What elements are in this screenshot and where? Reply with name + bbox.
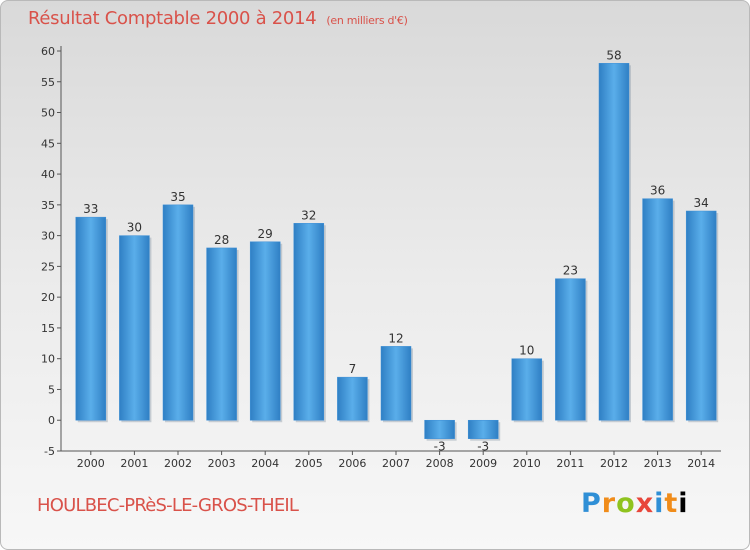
data-label-2009: -3 [477,440,489,454]
y-tick-label: 5 [48,383,55,396]
bar-2007 [380,346,412,421]
bar-2006 [337,376,368,421]
x-tick-label: 2008 [426,457,454,470]
x-tick-label: 2013 [644,457,672,470]
data-label-2006: 7 [349,362,357,376]
x-tick-label: 2009 [469,457,497,470]
y-tick-label: 55 [41,76,55,89]
bar-2003 [206,247,237,421]
y-tick-label: 40 [41,168,55,181]
bar-2013 [642,198,673,421]
data-label-2012: 58 [606,48,621,62]
data-label-2003: 28 [214,233,229,247]
x-tick-label: 2006 [338,457,366,470]
x-tick-label: 2004 [251,457,279,470]
y-tick-label: 10 [41,353,55,366]
data-label-2010: 10 [519,344,534,358]
bar-2005 [293,223,325,421]
y-tick-label: 30 [41,230,55,243]
bar-2002 [162,204,194,421]
x-tick-label: 2003 [208,457,236,470]
data-label-2013: 36 [650,184,665,198]
x-tick-label: 2007 [382,457,410,470]
bar-2009 [467,419,499,439]
data-label-2001: 30 [127,221,142,235]
bar-2011 [555,278,586,421]
bar-2014 [685,210,717,421]
data-label-2008: -3 [434,440,446,454]
y-tick-label: 50 [41,107,55,120]
bar-2000 [75,216,107,421]
x-tick-label: 2005 [295,457,323,470]
y-tick-label: 60 [41,45,55,58]
data-label-2011: 23 [563,264,578,278]
y-tick-label: -5 [44,445,55,458]
bar-2008 [424,419,455,439]
bar-2012 [598,63,630,421]
chart-title: Résultat Comptable 2000 à 2014 (en millie… [28,8,408,29]
x-tick-label: 2014 [687,457,715,470]
data-label-2005: 32 [301,208,316,222]
bar-2001 [119,235,150,421]
y-tick-label: 15 [41,322,55,335]
bar-2010 [511,358,543,421]
y-tick-label: 45 [41,137,55,150]
data-label-2000: 33 [83,202,98,216]
data-label-2004: 29 [258,227,273,241]
data-label-2002: 35 [170,190,185,204]
commune-name: HOULBEC-PRèS-LE-GROS-THEIL [37,495,299,516]
proxiti-logo[interactable]: Proxiti [581,488,689,519]
x-tick-label: 2010 [513,457,541,470]
x-tick-label: 2002 [164,457,192,470]
chart-unit-note: (en milliers d'€) [326,14,408,27]
data-label-2007: 12 [388,331,403,345]
x-tick-label: 2001 [120,457,148,470]
y-tick-label: 20 [41,291,55,304]
data-label-2014: 34 [694,196,709,210]
y-tick-label: 25 [41,260,55,273]
bar-2004 [249,241,281,421]
x-tick-label: 2012 [600,457,628,470]
x-tick-label: 2000 [77,457,105,470]
y-tick-label: 35 [41,199,55,212]
x-tick-label: 2011 [556,457,584,470]
chart-title-text: Résultat Comptable 2000 à 2014 [28,8,317,29]
y-tick-label: 0 [48,414,55,427]
